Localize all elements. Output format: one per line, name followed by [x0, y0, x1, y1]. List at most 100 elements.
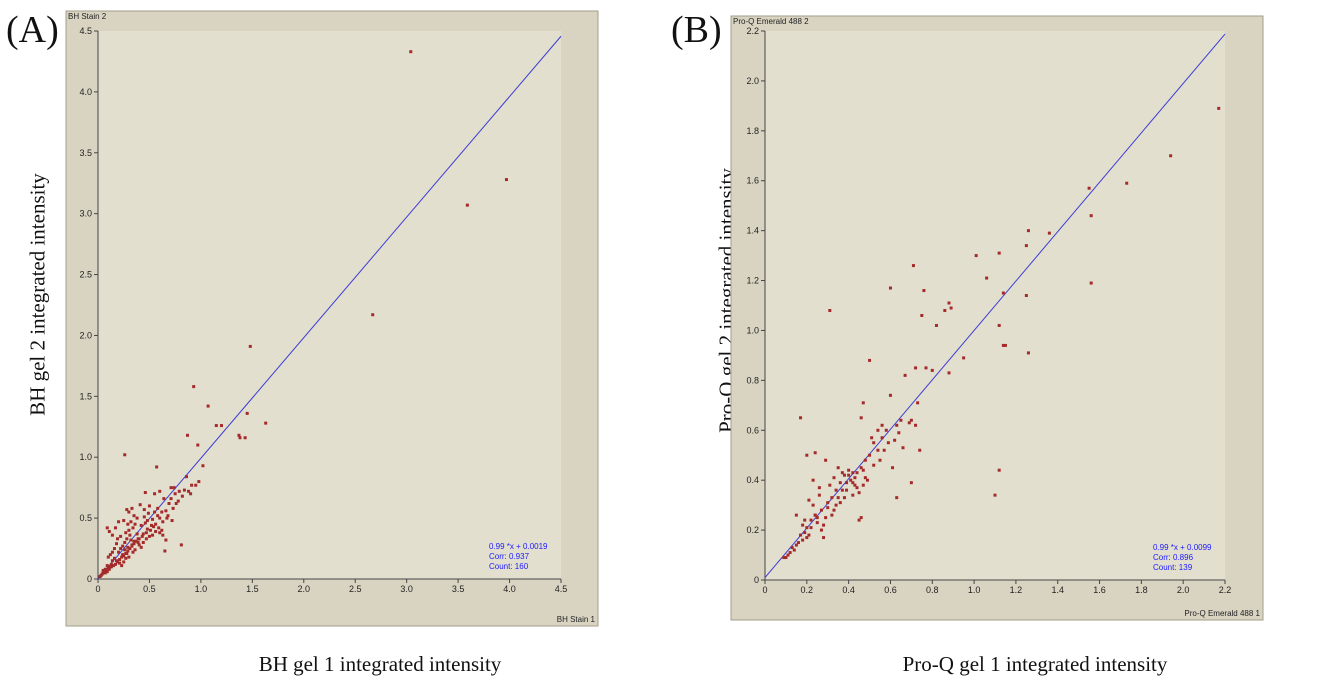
data-point — [884, 428, 888, 432]
y-tick-label: 0.8 — [746, 375, 759, 385]
data-point — [809, 518, 813, 522]
data-point — [899, 418, 903, 422]
data-point — [105, 570, 109, 574]
data-point — [184, 475, 188, 479]
data-point — [112, 547, 116, 551]
data-point — [219, 424, 223, 428]
y-tick-label: 0.6 — [746, 425, 759, 435]
data-point — [125, 508, 129, 512]
data-point — [805, 453, 809, 457]
data-point — [801, 538, 805, 542]
x-tick-label: 4.0 — [503, 584, 516, 594]
y-tick-label: 1.6 — [746, 176, 759, 186]
data-point — [144, 531, 148, 535]
data-point — [794, 543, 798, 547]
data-point — [145, 527, 149, 531]
data-point — [876, 428, 880, 432]
data-point — [119, 534, 123, 538]
panel-label: (B) — [671, 9, 722, 51]
data-point — [1024, 294, 1028, 298]
data-point — [141, 532, 145, 536]
data-point — [105, 564, 109, 568]
data-point — [1001, 343, 1005, 347]
data-point — [113, 526, 117, 530]
data-point — [880, 436, 884, 440]
x-tick-label: 1.5 — [246, 584, 259, 594]
data-point — [182, 488, 186, 492]
data-point — [126, 549, 130, 553]
data-point — [838, 481, 842, 485]
fit-equation: 0.99 *x + 0.0019 — [489, 542, 548, 551]
panel-b: (B) Pro-Q gel 2 integrated intensity Pro… — [665, 0, 1330, 679]
data-point — [849, 478, 853, 482]
data-point — [122, 554, 126, 558]
data-point — [832, 476, 836, 480]
fit-line — [764, 33, 1226, 578]
data-point — [901, 446, 905, 450]
data-point — [173, 492, 177, 496]
correlation-value: Corr: 0.937 — [489, 552, 530, 561]
data-point — [120, 555, 124, 559]
x-tick-label: 2.2 — [1219, 585, 1232, 595]
data-point — [130, 506, 134, 510]
data-point — [870, 436, 874, 440]
data-point — [878, 458, 882, 462]
y-tick-label: 1.4 — [746, 226, 759, 236]
data-point — [916, 401, 920, 405]
x-axis-title: BH gel 1 integrated intensity — [258, 652, 502, 676]
data-point — [186, 433, 190, 437]
data-point — [110, 559, 114, 563]
scatter-plot-b: Pro-Q Emerald 488 2 0 0.2 0.4 0.6 0.8 1.0 1.2 1.… — [730, 15, 1264, 621]
y-tick-label: 2.5 — [79, 270, 92, 280]
data-point — [142, 515, 146, 519]
data-point — [214, 424, 218, 428]
point-count: Count: 139 — [1153, 563, 1193, 572]
fit-equation: 0.99 *x + 0.0099 — [1153, 543, 1212, 552]
data-point — [154, 530, 158, 534]
data-point — [861, 483, 865, 487]
data-point — [162, 497, 166, 501]
data-point — [119, 547, 123, 551]
data-point — [853, 483, 857, 487]
data-point — [122, 560, 126, 564]
data-point — [135, 532, 139, 536]
data-point — [103, 571, 107, 575]
data-point — [248, 344, 252, 348]
data-point — [1089, 214, 1093, 218]
data-point — [817, 486, 821, 490]
data-point — [163, 549, 167, 553]
data-point — [851, 471, 855, 475]
data-point — [129, 520, 133, 524]
data-point — [930, 368, 934, 372]
data-point — [109, 562, 113, 566]
x-tick-label: 1.0 — [968, 585, 981, 595]
x-tick-label: 2.5 — [349, 584, 362, 594]
data-point — [132, 514, 136, 518]
data-point — [872, 463, 876, 467]
y-tick-label: 3.0 — [79, 209, 92, 219]
chart-window-title: Pro-Q Emerald 488 2 — [733, 17, 809, 26]
data-point — [826, 506, 830, 510]
data-point — [136, 537, 140, 541]
data-point — [158, 531, 162, 535]
data-point — [161, 533, 165, 537]
x-tick-label: 1.2 — [1010, 585, 1023, 595]
data-point — [1003, 343, 1007, 347]
data-point — [792, 548, 796, 552]
data-point — [196, 443, 200, 447]
data-point — [947, 371, 951, 375]
data-point — [155, 465, 159, 469]
y-tick-label: 0 — [87, 574, 92, 584]
data-point — [237, 433, 241, 437]
data-point — [842, 473, 846, 477]
data-point — [156, 506, 160, 510]
data-point — [851, 493, 855, 497]
data-point — [824, 516, 828, 520]
data-point — [788, 551, 792, 555]
data-point — [170, 519, 174, 523]
data-point — [807, 533, 811, 537]
data-point — [863, 476, 867, 480]
x-tick-label: 2.0 — [298, 584, 311, 594]
data-point — [815, 516, 819, 520]
data-point — [121, 544, 125, 548]
